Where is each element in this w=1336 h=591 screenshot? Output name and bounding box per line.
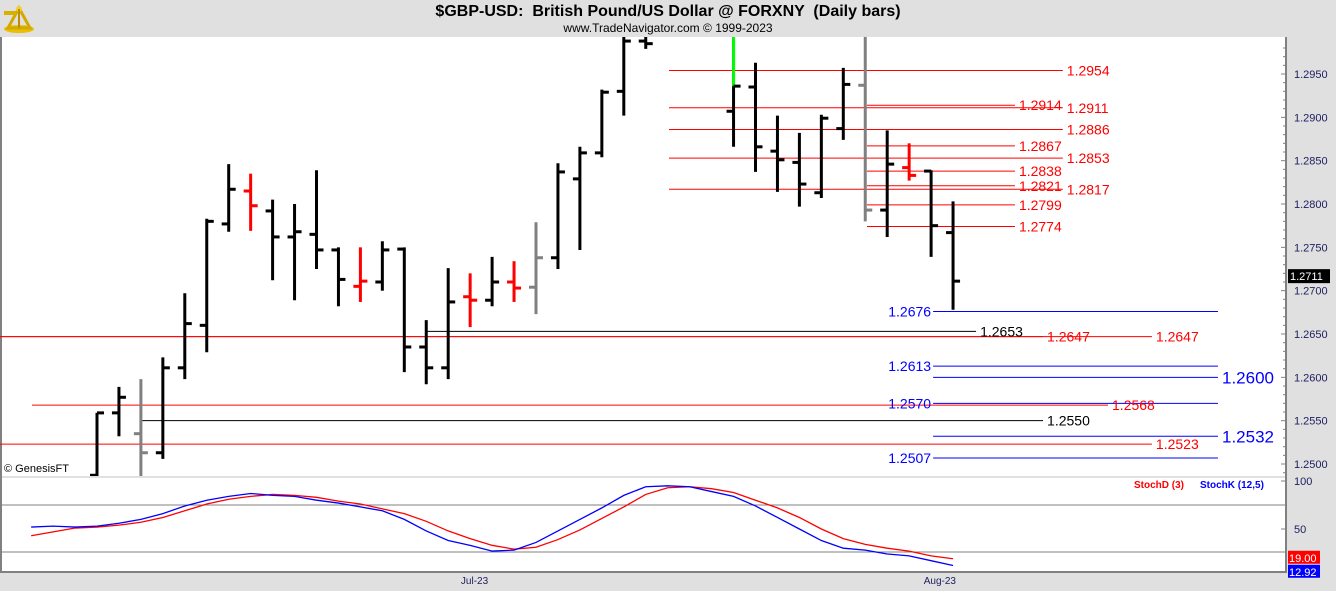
level-label: 1.2886 xyxy=(1067,121,1110,137)
ohlc-bar xyxy=(946,201,961,310)
ohlc-bar xyxy=(309,170,324,270)
y-tick-label: 1.2950 xyxy=(1294,69,1328,81)
stochd-value-label: 19.00 xyxy=(1289,553,1317,565)
stoch-line-d xyxy=(31,486,954,560)
ohlc-bar xyxy=(90,411,104,476)
legend-stochd: StochD (3) xyxy=(1134,480,1184,491)
level-label: 1.2817 xyxy=(1067,181,1110,197)
y-tick-label: 1.2900 xyxy=(1294,112,1328,124)
ohlc-bar xyxy=(529,222,543,315)
ohlc-bar xyxy=(177,293,192,380)
price-panel xyxy=(0,37,1286,476)
y-tick-label: 1.2700 xyxy=(1294,286,1328,298)
y-tick-label: 1.2850 xyxy=(1294,156,1328,168)
level-label: 1.2911 xyxy=(1067,100,1109,116)
ohlc-bar xyxy=(924,169,939,257)
ohlc-bar xyxy=(880,130,895,237)
ohlc-bar xyxy=(705,0,719,31)
y-tick-label: 1.2500 xyxy=(1294,459,1328,471)
stoch-tick-label: 100 xyxy=(1294,476,1312,488)
stoch-line-k xyxy=(31,485,954,567)
ohlc-bar xyxy=(507,261,522,302)
y-tick-label: 1.2650 xyxy=(1294,329,1328,341)
genesis-copyright: © GenesisFT xyxy=(4,463,69,475)
level-label: 1.2653 xyxy=(980,323,1023,339)
level-label: 1.2774 xyxy=(1019,219,1062,235)
y-tick-label: 1.2750 xyxy=(1294,242,1328,254)
level-label: 1.2914 xyxy=(1019,97,1062,113)
ohlc-bar xyxy=(287,204,302,301)
ohlc-bar xyxy=(770,115,785,192)
ohlc-bar xyxy=(243,173,258,231)
ohlc-bar xyxy=(858,37,873,222)
ohlc-bar xyxy=(726,37,741,147)
ohlc-bar xyxy=(814,114,829,198)
ohlc-bar xyxy=(133,379,148,476)
ohlc-bar xyxy=(902,143,917,181)
ohlc-bar xyxy=(550,163,565,270)
ohlc-bar xyxy=(375,241,390,291)
level-label: 1.2600 xyxy=(1222,368,1274,387)
stochk-value-label: 12.92 xyxy=(1289,567,1317,579)
stochd-value-tag xyxy=(1288,550,1320,564)
ohlc-bar xyxy=(155,357,170,459)
x-axis-label: Aug-23 xyxy=(924,576,957,587)
ohlc-bar xyxy=(265,199,280,281)
ohlc-bar xyxy=(397,247,412,373)
ohlc-bar xyxy=(638,37,653,49)
legend-stochk: StochK (12,5) xyxy=(1200,480,1264,491)
level-label: 1.2799 xyxy=(1019,197,1062,213)
ohlc-bar xyxy=(572,146,587,250)
ohlc-bar xyxy=(353,247,368,302)
level-label: 1.2867 xyxy=(1019,138,1062,154)
level-label: 1.2570 xyxy=(888,395,931,411)
ohlc-bar xyxy=(221,164,236,232)
ohlc-bar xyxy=(792,132,807,207)
last-price-tag xyxy=(1288,269,1330,284)
level-label: 1.2550 xyxy=(1047,413,1090,429)
ohlc-bar xyxy=(441,268,456,380)
ohlc-bar xyxy=(331,247,346,307)
chart-title: $GBP-USD: British Pound/US Dollar @ FORX… xyxy=(435,3,901,20)
stoch-panel xyxy=(0,478,1286,572)
level-label: 1.2613 xyxy=(888,358,931,374)
ohlc-bar xyxy=(111,386,126,437)
level-label: 1.2853 xyxy=(1067,150,1110,166)
x-axis-label: Jul-23 xyxy=(461,576,489,587)
stoch-tick-label: 50 xyxy=(1294,524,1306,536)
y-tick-label: 1.2800 xyxy=(1294,199,1328,211)
level-label: 1.2954 xyxy=(1067,63,1110,79)
chart-subtitle: www.TradeNavigator.com © 1999-2023 xyxy=(563,21,773,35)
last-price-label: 1.2711 xyxy=(1290,271,1323,283)
ohlc-bar xyxy=(594,89,609,158)
sextant-logo-icon xyxy=(4,4,34,33)
y-tick-label: 1.2550 xyxy=(1294,416,1328,428)
level-label: 1.2647 xyxy=(1047,329,1090,345)
ohlc-bar xyxy=(199,218,214,353)
ohlc-bar xyxy=(463,273,478,328)
level-label: 1.2568 xyxy=(1112,397,1155,413)
level-label: 1.2838 xyxy=(1019,163,1062,179)
ohlc-bar xyxy=(661,0,675,22)
ohlc-bar xyxy=(836,67,851,140)
ohlc-bar xyxy=(748,62,763,172)
level-label: 1.2821 xyxy=(1019,178,1062,194)
y-tick-label: 1.2600 xyxy=(1294,372,1328,384)
ohlc-bar xyxy=(419,320,434,385)
level-label: 1.2507 xyxy=(888,450,931,466)
level-label: 1.2676 xyxy=(888,303,931,319)
level-label: 1.2523 xyxy=(1156,436,1199,452)
level-label: 1.2532 xyxy=(1222,427,1274,446)
stochk-value-tag xyxy=(1288,564,1320,578)
ohlc-bar xyxy=(616,37,631,116)
ohlc-bar xyxy=(485,256,500,307)
level-label: 1.2647 xyxy=(1156,329,1199,345)
